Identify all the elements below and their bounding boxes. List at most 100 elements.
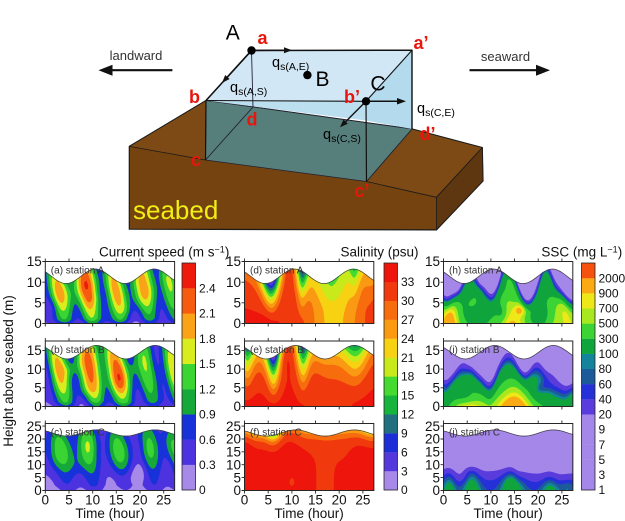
svg-text:5: 5 (233, 470, 241, 485)
svg-text:0.9: 0.9 (199, 408, 216, 422)
svg-text:0: 0 (432, 483, 440, 498)
svg-text:25: 25 (156, 493, 171, 508)
svg-text:(e) station B: (e) station B (250, 345, 304, 356)
svg-text:0: 0 (432, 399, 440, 414)
svg-text:25: 25 (554, 493, 569, 508)
svg-text:B: B (315, 68, 329, 91)
svg-text:1: 1 (599, 483, 606, 497)
svg-text:5: 5 (264, 493, 272, 508)
svg-text:20: 20 (425, 432, 440, 447)
svg-text:c: c (191, 150, 201, 170)
svg-text:25: 25 (355, 493, 370, 508)
svg-text:24: 24 (401, 332, 415, 346)
svg-text:15: 15 (27, 445, 42, 460)
svg-text:b: b (189, 87, 200, 107)
svg-text:C: C (370, 73, 385, 96)
svg-text:900: 900 (599, 287, 619, 301)
svg-text:20: 20 (27, 432, 42, 447)
svg-text:1.8: 1.8 (199, 332, 216, 346)
svg-text:0.6: 0.6 (199, 433, 216, 447)
svg-text:0: 0 (233, 316, 241, 331)
svg-text:20: 20 (332, 493, 347, 508)
svg-text:(c) station C: (c) station C (51, 428, 105, 439)
svg-text:(f) station C: (f) station C (250, 428, 302, 439)
svg-text:3: 3 (599, 468, 606, 482)
svg-text:1.2: 1.2 (199, 382, 216, 396)
svg-text:2.4: 2.4 (199, 281, 216, 295)
svg-text:1.5: 1.5 (199, 357, 216, 371)
svg-text:5: 5 (432, 381, 440, 396)
svg-text:21: 21 (401, 351, 415, 365)
svg-text:100: 100 (599, 347, 619, 361)
svg-text:10: 10 (85, 493, 100, 508)
svg-text:0: 0 (401, 483, 408, 497)
svg-text:0: 0 (432, 316, 440, 331)
svg-text:6: 6 (401, 445, 408, 459)
svg-text:Current speed (m s−1): Current speed (m s−1) (99, 245, 229, 260)
svg-text:12: 12 (401, 408, 415, 422)
svg-text:15: 15 (507, 493, 522, 508)
svg-text:40: 40 (599, 392, 613, 406)
svg-text:A: A (226, 22, 240, 45)
svg-text:20: 20 (132, 493, 147, 508)
svg-text:15: 15 (27, 254, 42, 269)
svg-text:5: 5 (65, 493, 73, 508)
svg-text:0: 0 (199, 483, 206, 497)
svg-text:2.1: 2.1 (199, 307, 216, 321)
svg-text:2000: 2000 (599, 271, 625, 285)
svg-text:15: 15 (226, 445, 241, 460)
svg-text:10: 10 (483, 493, 498, 508)
svg-text:5: 5 (233, 381, 241, 396)
svg-text:18: 18 (401, 370, 415, 384)
svg-text:10: 10 (425, 457, 440, 472)
svg-text:10: 10 (425, 362, 440, 377)
svg-text:15: 15 (425, 343, 440, 358)
svg-text:10: 10 (425, 275, 440, 290)
svg-text:d: d (247, 110, 258, 130)
svg-text:(j) station C: (j) station C (449, 428, 500, 439)
svg-text:27: 27 (401, 313, 415, 327)
svg-text:15: 15 (425, 445, 440, 460)
svg-text:15: 15 (401, 389, 415, 403)
svg-text:10: 10 (284, 493, 299, 508)
svg-text:5: 5 (599, 453, 606, 467)
svg-text:5: 5 (432, 470, 440, 485)
svg-text:10: 10 (226, 362, 241, 377)
svg-text:9: 9 (599, 423, 606, 437)
svg-text:0: 0 (34, 399, 42, 414)
svg-text:300: 300 (599, 332, 619, 346)
svg-text:(i) station B: (i) station B (449, 345, 500, 356)
svg-text:80: 80 (599, 362, 613, 376)
svg-text:60: 60 (599, 377, 613, 391)
svg-text:0: 0 (42, 493, 50, 508)
svg-text:Time (hour): Time (hour) (274, 506, 343, 521)
svg-text:0: 0 (241, 493, 249, 508)
svg-text:(a) station A: (a) station A (51, 266, 105, 277)
svg-text:10: 10 (27, 457, 42, 472)
svg-text:9: 9 (401, 426, 408, 440)
svg-text:20: 20 (599, 408, 613, 422)
svg-text:(d) station A: (d) station A (250, 266, 304, 277)
svg-text:(h) station A: (h) station A (449, 266, 503, 277)
svg-text:0: 0 (34, 483, 42, 498)
svg-text:30: 30 (401, 294, 415, 308)
svg-text:15: 15 (27, 343, 42, 358)
svg-text:SSC (mg L−1): SSC (mg L−1) (541, 245, 622, 260)
svg-text:0: 0 (34, 316, 42, 331)
svg-text:b’: b’ (344, 87, 360, 107)
svg-text:a’: a’ (413, 33, 428, 53)
svg-text:a: a (257, 28, 268, 48)
svg-text:700: 700 (599, 302, 619, 316)
svg-text:15: 15 (109, 493, 124, 508)
svg-text:20: 20 (226, 432, 241, 447)
svg-text:Salinity (psu): Salinity (psu) (341, 245, 419, 260)
svg-text:33: 33 (401, 275, 415, 289)
svg-text:c’: c’ (354, 181, 369, 201)
svg-text:15: 15 (308, 493, 323, 508)
svg-text:500: 500 (599, 317, 619, 331)
svg-text:15: 15 (226, 254, 241, 269)
svg-text:10: 10 (226, 275, 241, 290)
svg-text:25: 25 (226, 419, 241, 434)
svg-text:Height above seabed (m): Height above seabed (m) (1, 295, 16, 447)
svg-text:5: 5 (34, 470, 42, 485)
